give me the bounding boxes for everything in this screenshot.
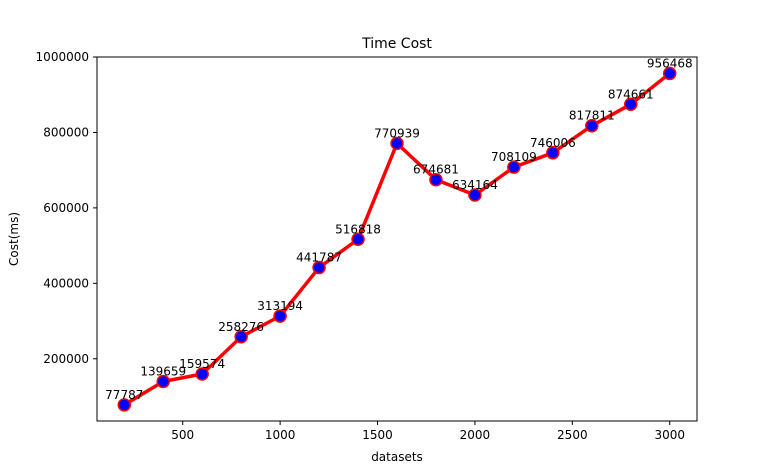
data-label: 634164 [452, 178, 498, 192]
x-axis: 500 1000 1500 2000 2500 3000 [171, 421, 685, 442]
data-label: 674681 [413, 163, 459, 177]
data-label: 746006 [530, 136, 576, 150]
data-point [351, 232, 365, 247]
x-tick-label: 1500 [362, 428, 393, 442]
data-point [468, 188, 482, 202]
y-tick-label: 400000 [43, 276, 89, 290]
data-point [156, 374, 170, 389]
data-label: 139659 [140, 365, 186, 379]
x-axis-label: datasets [371, 450, 423, 464]
data-point [429, 172, 443, 187]
y-axis-label: Cost(ms) [7, 212, 21, 266]
data-point [273, 309, 287, 323]
data-point [507, 160, 521, 174]
plot-area-frame [96, 56, 698, 422]
data-label: 817811 [569, 109, 615, 123]
data-label: 441787 [296, 251, 342, 265]
data-point [662, 66, 677, 81]
data-label: 708109 [491, 150, 537, 164]
data-point [195, 367, 209, 381]
data-label: 159574 [179, 357, 225, 371]
data-label: 770939 [374, 126, 420, 140]
data-point [117, 398, 132, 412]
series-layer [117, 66, 677, 412]
data-point [624, 97, 638, 112]
data-label: 874661 [608, 87, 654, 101]
x-tick-label: 1000 [265, 428, 296, 442]
y-tick-label: 1000000 [36, 50, 89, 64]
chart-title: Time Cost [361, 36, 432, 52]
x-tick-label: 2500 [557, 428, 588, 442]
x-tick-label: 500 [171, 428, 194, 442]
data-label: 516818 [335, 222, 381, 236]
y-tick-label: 800000 [43, 125, 89, 139]
data-label: 313194 [257, 299, 303, 313]
y-tick-label: 600000 [43, 201, 89, 215]
y-tick-label: 200000 [43, 352, 89, 366]
data-point [312, 260, 326, 275]
x-tick-label: 2000 [460, 428, 491, 442]
data-label: 77787 [105, 388, 143, 402]
data-point [546, 146, 560, 160]
y-axis: 200000 400000 600000 800000 1000000 [36, 50, 97, 366]
data-label: 258276 [218, 320, 264, 334]
data-point [585, 118, 599, 133]
data-point [390, 136, 404, 151]
x-tick-label: 3000 [654, 428, 685, 442]
data-label: 956468 [647, 56, 693, 70]
data-point [234, 330, 248, 344]
